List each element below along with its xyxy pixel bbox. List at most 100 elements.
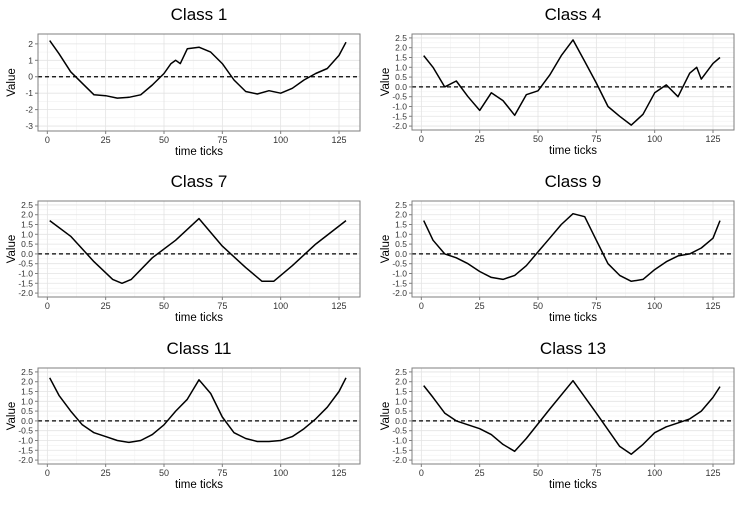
x-tick-label: 50 — [533, 301, 543, 311]
chart-title: Class 7 — [171, 172, 228, 191]
y-tick-label: -1.5 — [18, 278, 33, 288]
chart-panel-1: 0 25 50 75 100 125 -3 -2 -1 0 1 2 Class 1 time ticks V… — [6, 5, 361, 158]
x-tick-label: 125 — [705, 134, 720, 144]
chart-title: Class 9 — [545, 172, 602, 191]
y-tick-label: -0.5 — [392, 426, 407, 436]
panel-border — [411, 33, 735, 131]
x-tick-label: 0 — [45, 468, 50, 478]
chart-panel-4: 0 25 50 75 100 125 -2.0-1.5-1.0-0.50.00.51.01.… — [380, 172, 735, 324]
x-tick-label: 125 — [705, 468, 720, 478]
y-tick-label: 2.5 — [395, 367, 407, 377]
y-tick-label: 1.0 — [395, 396, 407, 406]
y-tick-label: 2.5 — [395, 200, 407, 210]
y-tick-label: -2.0 — [392, 121, 407, 131]
y-tick-label: -1.0 — [18, 435, 33, 445]
y-tick-label: 2.0 — [395, 43, 407, 53]
x-tick-label: 50 — [159, 135, 169, 145]
x-tick-label: 100 — [647, 134, 662, 144]
y-tick-label: 1.5 — [21, 387, 33, 397]
x-tick-label: 25 — [475, 134, 485, 144]
y-tick-label: 2.5 — [21, 367, 33, 377]
y-tick-label: 1.5 — [395, 53, 407, 63]
x-tick-label: 50 — [159, 301, 169, 311]
chart-title: Class 13 — [540, 339, 606, 358]
chart-title: Class 11 — [167, 339, 232, 358]
y-tick-label: -1.5 — [392, 445, 407, 455]
x-tick-label: 100 — [647, 468, 662, 478]
y-tick-label: 1.0 — [395, 229, 407, 239]
x-tick-label: 100 — [647, 301, 662, 311]
chart-panel-5: 0 25 50 75 100 125 -2.0-1.5-1.0-0.50.00.51.01.… — [6, 339, 361, 491]
chart-title: Class 1 — [171, 5, 228, 24]
series-line — [423, 39, 721, 126]
x-tick-label: 75 — [217, 301, 227, 311]
x-axis-label: time ticks — [549, 479, 597, 491]
x-tick-label: 125 — [331, 135, 346, 145]
x-tick-label: 75 — [591, 134, 601, 144]
chart-panel-2: 0 25 50 75 100 125 -2.0-1.5-1.0-0.50.00.51.01.… — [380, 5, 735, 157]
x-tick-label: 100 — [273, 135, 288, 145]
x-axis-label: time ticks — [175, 479, 223, 491]
y-tick-label: -2.0 — [392, 288, 407, 298]
panel-border — [37, 200, 361, 298]
y-tick-label: 1 — [28, 55, 33, 65]
y-tick-label: 1.5 — [395, 387, 407, 397]
y-tick-label: -2.0 — [18, 455, 33, 465]
y-axis-label: Value — [6, 235, 18, 264]
y-tick-label: 1.0 — [21, 229, 33, 239]
panel-border — [37, 367, 361, 465]
y-tick-label: 1.0 — [21, 396, 33, 406]
y-axis-label: Value — [380, 68, 392, 97]
series-line — [423, 379, 721, 455]
y-tick-label: 0.0 — [21, 416, 33, 426]
plot-background — [38, 34, 360, 131]
series-line — [49, 40, 347, 99]
y-tick-label: 0.5 — [395, 239, 407, 249]
y-tick-label: -0.5 — [18, 426, 33, 436]
y-tick-label: -1.5 — [392, 278, 407, 288]
y-tick-label: -1.0 — [392, 101, 407, 111]
y-tick-label: 2.5 — [21, 200, 33, 210]
x-axis-label: time ticks — [175, 312, 223, 324]
y-tick-label: -3 — [25, 121, 33, 131]
y-tick-label: 0.0 — [395, 416, 407, 426]
y-tick-label: -2.0 — [392, 455, 407, 465]
x-tick-label: 125 — [705, 301, 720, 311]
series-line — [49, 217, 347, 285]
y-tick-label: 0.0 — [395, 82, 407, 92]
y-tick-label: 0.5 — [21, 406, 33, 416]
panel-border — [411, 367, 735, 465]
chart-panel-3: 0 25 50 75 100 125 -2.0-1.5-1.0-0.50.00.51.01.… — [6, 172, 361, 324]
y-tick-label: 1.5 — [395, 220, 407, 230]
x-tick-label: 50 — [159, 468, 169, 478]
y-tick-label: -1.0 — [392, 435, 407, 445]
y-tick-label: 2 — [28, 39, 33, 49]
x-tick-label: 25 — [101, 468, 111, 478]
y-tick-label: 0.0 — [395, 249, 407, 259]
x-tick-label: 75 — [217, 135, 227, 145]
y-axis-label: Value — [380, 235, 392, 264]
y-tick-label: -1 — [25, 88, 33, 98]
x-tick-label: 125 — [331, 301, 346, 311]
y-axis-label: Value — [380, 402, 392, 431]
y-tick-label: 2.0 — [21, 377, 33, 387]
x-tick-label: 0 — [419, 468, 424, 478]
chart-title: Class 4 — [545, 5, 602, 24]
y-tick-label: 0.5 — [21, 239, 33, 249]
x-tick-label: 75 — [591, 468, 601, 478]
y-tick-label: -1.0 — [392, 268, 407, 278]
series-line — [49, 377, 347, 444]
y-axis-label: Value — [6, 402, 18, 431]
x-axis-label: time ticks — [175, 146, 223, 158]
x-tick-label: 100 — [273, 468, 288, 478]
y-tick-label: -0.5 — [392, 259, 407, 269]
series-line — [423, 212, 721, 283]
y-axis-label: Value — [6, 68, 18, 97]
x-tick-label: 25 — [101, 135, 111, 145]
y-tick-label: -2 — [25, 105, 33, 115]
x-tick-label: 25 — [101, 301, 111, 311]
y-tick-label: 2.0 — [21, 210, 33, 220]
y-tick-label: 0 — [28, 72, 33, 82]
